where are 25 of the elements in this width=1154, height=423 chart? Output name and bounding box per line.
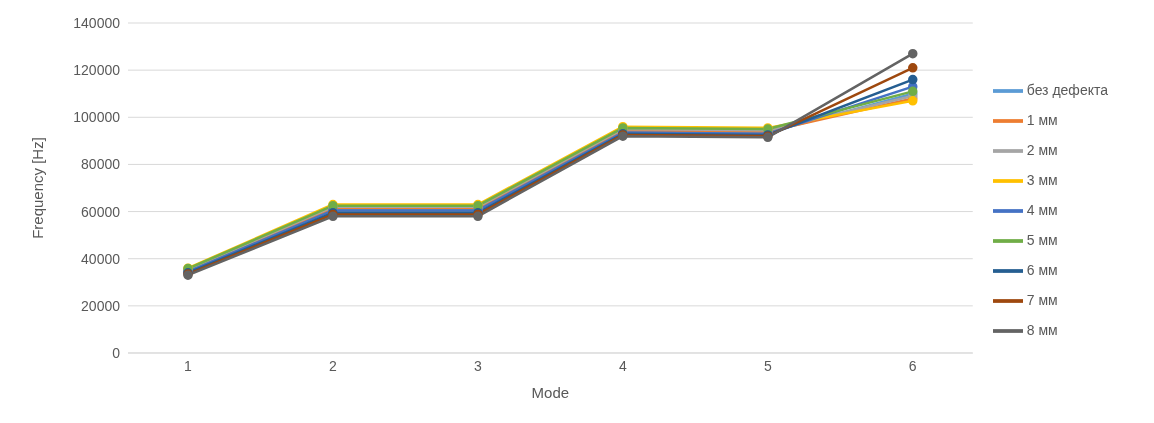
y-axis-title: Frequency [Hz] — [29, 137, 47, 239]
legend-label: 3 мм — [1026, 171, 1058, 188]
legend-label: без дефекта — [1026, 81, 1108, 98]
legend-label: 4 мм — [1026, 201, 1058, 218]
legend-label: 8 мм — [1026, 321, 1058, 338]
legend-label: 1 мм — [1026, 111, 1058, 128]
y-tick-label: 60000 — [81, 203, 121, 220]
y-tick-label: 100000 — [73, 109, 121, 126]
x-tick-label: 4 — [618, 357, 627, 374]
legend-label: 2 мм — [1026, 141, 1058, 158]
x-tick-label: 3 — [474, 357, 483, 374]
y-tick-label: 40000 — [81, 250, 121, 267]
x-axis-title: Mode — [531, 384, 570, 401]
y-tick-label: 80000 — [81, 156, 121, 173]
y-tick-label: 20000 — [81, 297, 121, 314]
x-tick-label: 1 — [184, 357, 193, 374]
legend-label: 6 мм — [1026, 261, 1058, 278]
legend-label: 5 мм — [1026, 231, 1058, 248]
y-tick-label: 120000 — [73, 62, 121, 79]
y-tick-label: 0 — [112, 344, 121, 361]
x-tick-label: 5 — [763, 357, 772, 374]
legend-label: 7 мм — [1026, 291, 1058, 308]
x-tick-label: 6 — [908, 357, 917, 374]
y-tick-label: 140000 — [73, 14, 121, 31]
x-tick-label: 2 — [329, 357, 338, 374]
